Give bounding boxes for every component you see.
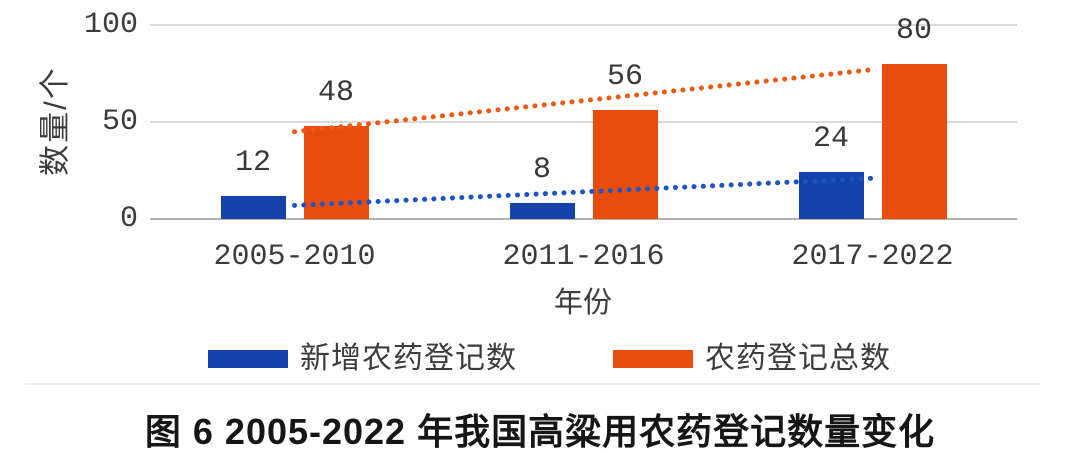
- x-tick-label-2: 2017-2022: [791, 240, 954, 274]
- bar-value-label: 12: [234, 145, 271, 180]
- bar-value-label: 24: [812, 122, 849, 157]
- figure-caption: 图 6 2005-2022 年我国高粱用农药登记数量变化: [144, 411, 936, 451]
- trendlines-layer: [292, 67, 875, 208]
- bar-value-label: 8: [532, 153, 551, 188]
- x-tick-label-1: 2011-2016: [502, 240, 665, 274]
- bar-series-1-cat-2: [881, 63, 947, 219]
- legend-label: 农药登记总数: [705, 342, 891, 375]
- y-tick-label-100: 100: [83, 8, 138, 42]
- legend-label: 新增农药登记数: [300, 342, 517, 375]
- y-tick-label-0: 0: [119, 202, 138, 236]
- bar-series-0-cat-0: [220, 195, 286, 219]
- x-axis-line: [150, 218, 1017, 220]
- bar-value-label: 80: [895, 13, 932, 48]
- x-axis-title: 年份: [553, 287, 613, 319]
- trendline-dotted-0: [292, 175, 875, 208]
- bar-value-label: 48: [317, 75, 354, 110]
- legend-swatch: [208, 350, 288, 368]
- gridline-50: [150, 121, 1017, 123]
- y-tick-label-50: 50: [101, 105, 138, 139]
- legend-swatch: [613, 350, 693, 368]
- chart-bottom-border: [25, 383, 1040, 385]
- x-tick-label-0: 2005-2010: [213, 240, 376, 274]
- bar-value-label: 56: [606, 60, 643, 95]
- gridline-100: [150, 24, 1017, 26]
- trendline-dotted-1: [292, 67, 875, 135]
- bar-series-1-cat-1: [592, 110, 658, 219]
- bar-series-0-cat-1: [509, 203, 575, 219]
